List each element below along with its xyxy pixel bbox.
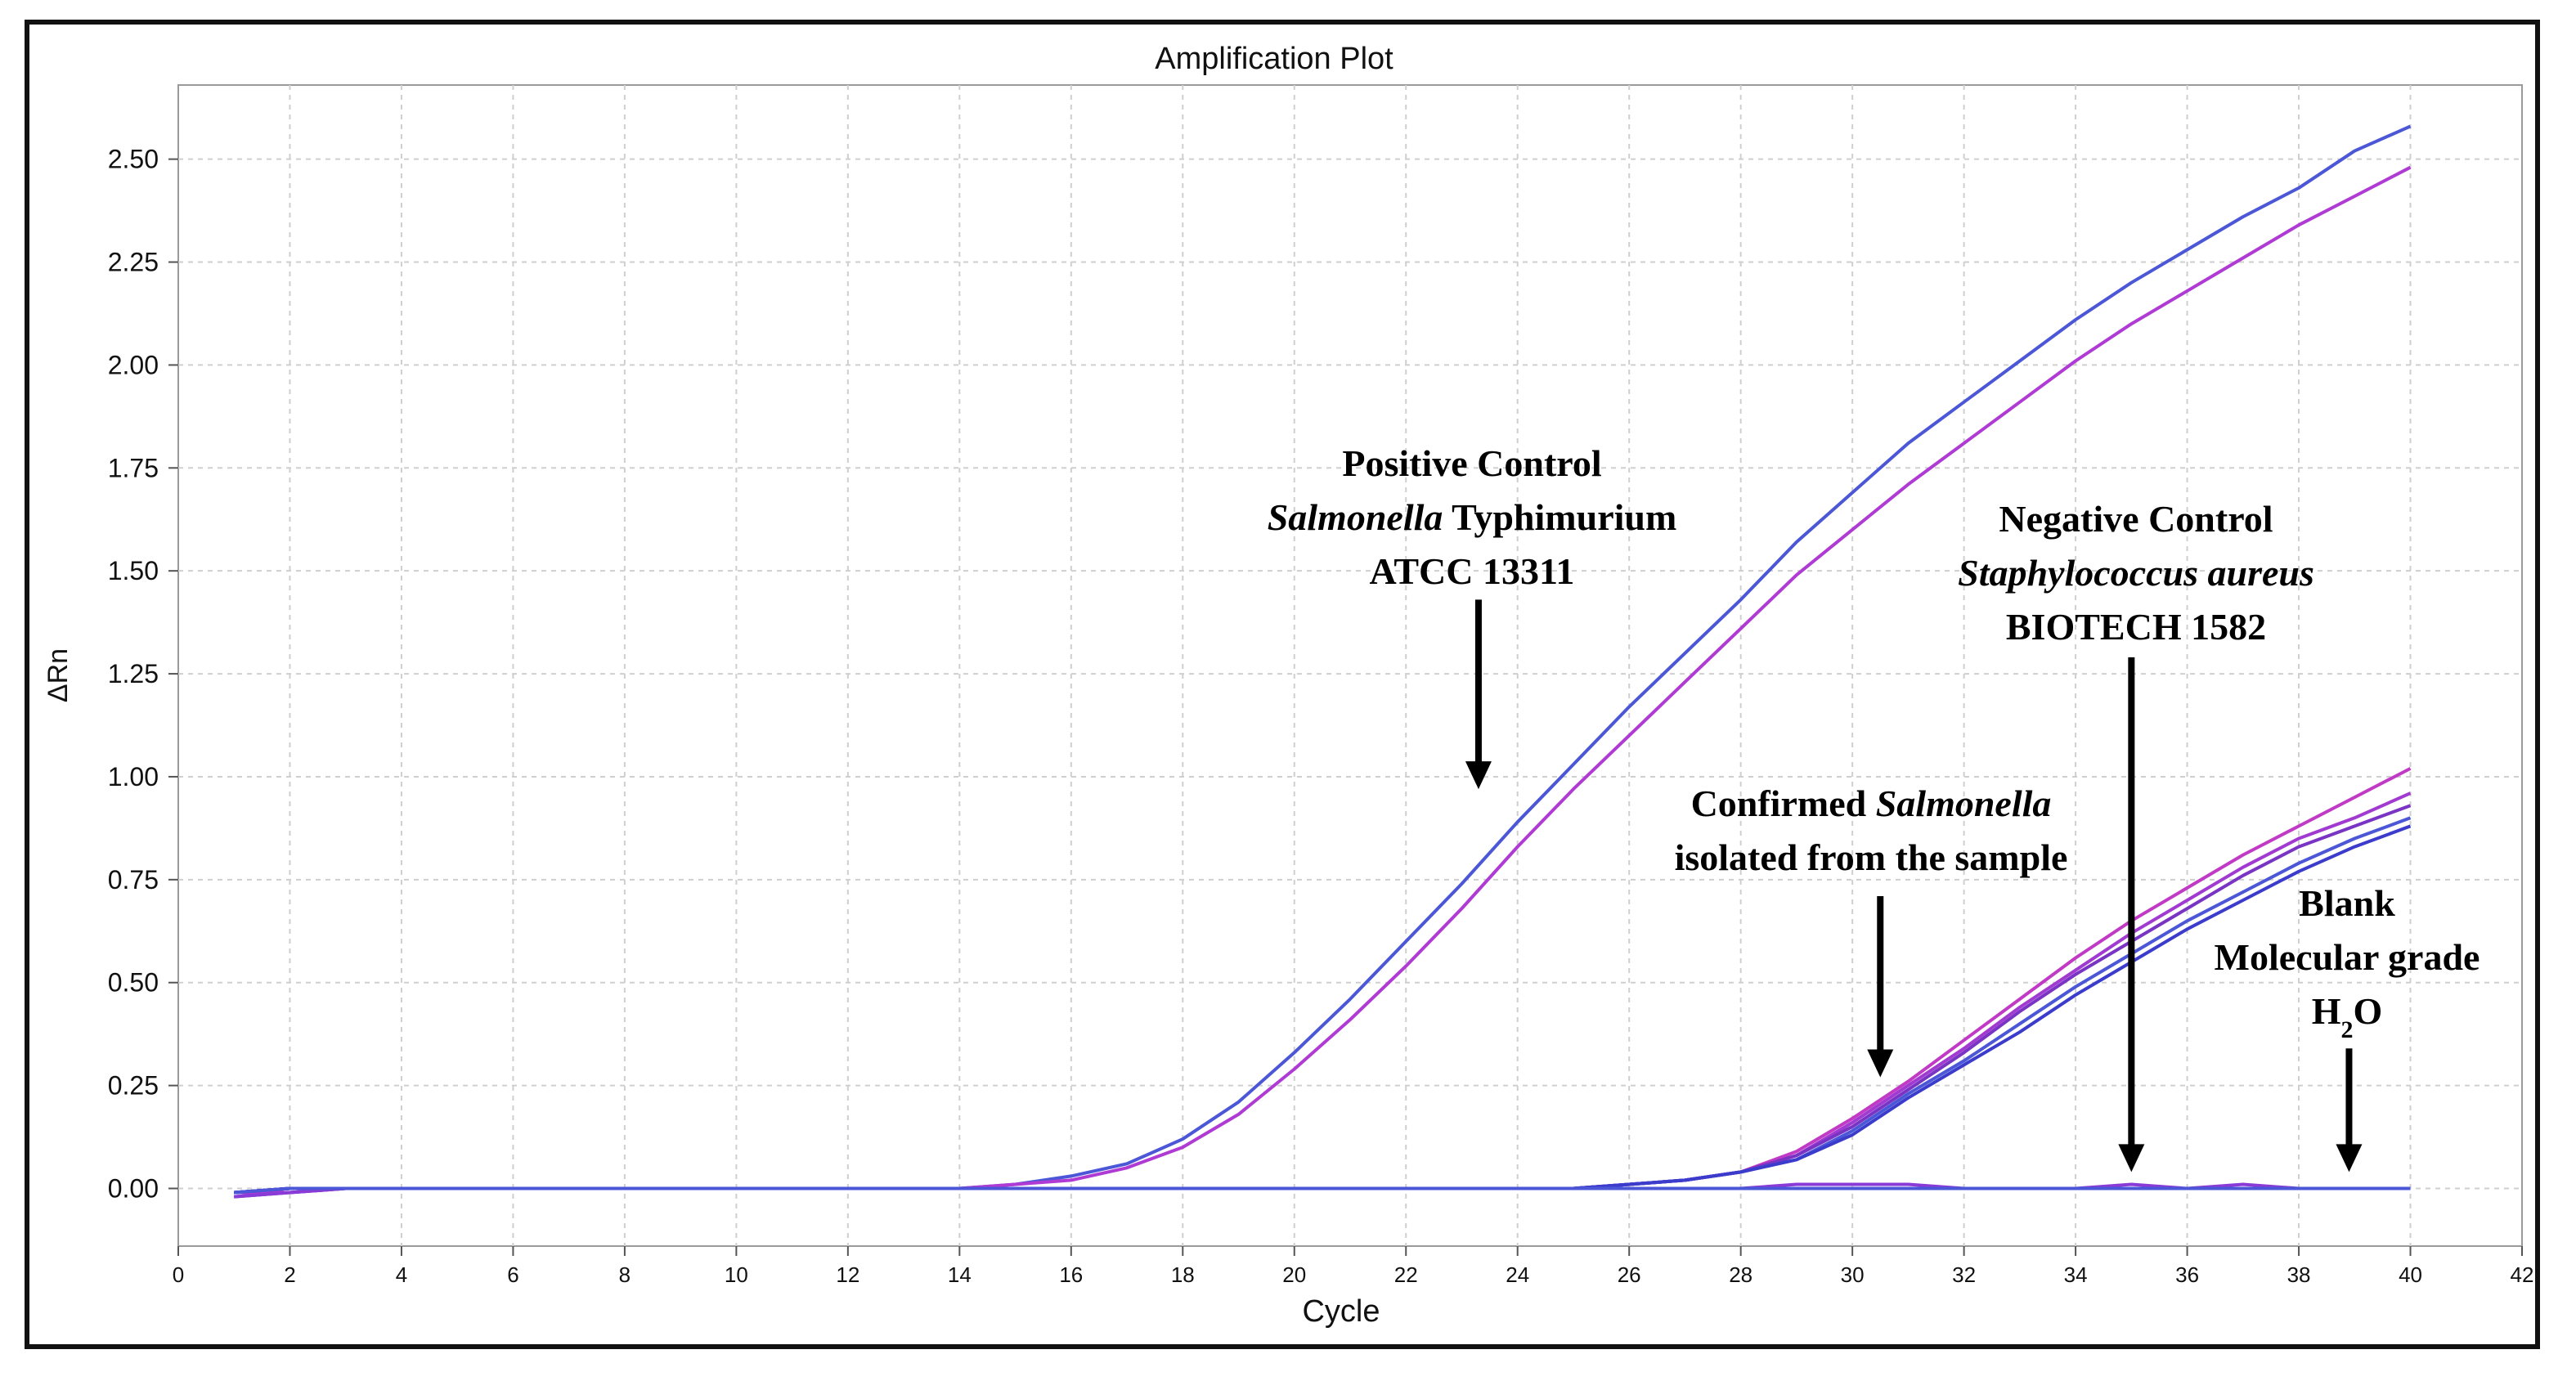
annotation-arrow-head <box>1465 761 1492 790</box>
annotation-line: Confirmed Salmonella <box>1691 782 2052 824</box>
y-tick-label: 0.25 <box>108 1071 159 1101</box>
annotation-text: Blank <box>2299 882 2395 924</box>
y-tick-label: 0.00 <box>108 1174 159 1204</box>
annotation-line: Staphylococcus aureus <box>1958 552 2314 594</box>
x-tick-label: 18 <box>1171 1262 1195 1287</box>
annotation-line: Salmonella Typhimurium <box>1268 496 1677 538</box>
y-tick-label: 0.75 <box>108 865 159 895</box>
annotation-positive-control: Positive Control Salmonella Typhimurium AT… <box>1268 442 1677 790</box>
x-tick-label: 8 <box>619 1262 631 1287</box>
x-tick-label: 34 <box>2064 1262 2088 1287</box>
x-tick-label: 2 <box>284 1262 295 1287</box>
y-tick-label: 2.00 <box>108 350 159 379</box>
annotation-text: H <box>2312 990 2341 1032</box>
y-tick-label: 0.50 <box>108 968 159 998</box>
y-tick-label: 2.25 <box>108 248 159 277</box>
annotation-text: ATCC 13311 <box>1370 550 1575 592</box>
x-tick-label: 38 <box>2287 1262 2311 1287</box>
annotation-arrow-head <box>1867 1049 1894 1078</box>
x-tick-label: 12 <box>836 1262 859 1287</box>
x-tick-label: 4 <box>396 1262 407 1287</box>
chart-title: Amplification Plot <box>1155 42 1393 76</box>
y-tick-label: 1.25 <box>108 659 159 688</box>
annotation-text: Negative Control <box>1999 498 2273 540</box>
annotation-text: Confirmed <box>1691 782 1876 824</box>
x-tick-label: 6 <box>507 1262 518 1287</box>
y-tick-label: 1.00 <box>108 762 159 791</box>
annotation-text: Typhimurium <box>1443 496 1676 538</box>
annotation-text: Positive Control <box>1342 442 1601 484</box>
annotation-line: isolated from the sample <box>1675 836 2068 878</box>
x-tick-label: 0 <box>173 1262 184 1287</box>
annotation-line: Blank <box>2299 882 2395 924</box>
annotation-confirmed-salmonella: Confirmed Salmonella isolated from the sa… <box>1675 782 2068 1078</box>
series-group <box>234 124 2412 1199</box>
annotation-text: isolated from the sample <box>1675 836 2068 878</box>
annotation-line: BIOTECH 1582 <box>2006 606 2266 648</box>
annotation-negative-control: Negative Control Staphylococcus aureus BIO… <box>1958 498 2314 1173</box>
x-tick-label: 14 <box>948 1262 972 1287</box>
x-tick-label: 20 <box>1282 1262 1306 1287</box>
y-axis-label: ΔRn <box>43 648 74 702</box>
y-tick-label: 2.50 <box>108 145 159 174</box>
annotation-text: 2 <box>2341 1016 2354 1043</box>
annotation-line: Molecular grade <box>2215 936 2480 978</box>
annotation-line: H2O <box>2312 990 2383 1043</box>
x-tick-label: 36 <box>2175 1262 2199 1287</box>
annotation-text: Salmonella <box>1268 496 1443 538</box>
annotation-text: Molecular grade <box>2215 936 2480 978</box>
x-axis-label: Cycle <box>1302 1294 1380 1329</box>
annotation-text: Salmonella <box>1876 782 2052 824</box>
annotation-arrow-head <box>2118 1144 2145 1173</box>
annotation-arrow-head <box>2336 1144 2363 1173</box>
x-tick-label: 28 <box>1729 1262 1752 1287</box>
y-tick-label: 1.50 <box>108 556 159 585</box>
x-tick-label: 16 <box>1059 1262 1083 1287</box>
annotations: Positive Control Salmonella Typhimurium AT… <box>1268 442 2480 1173</box>
annotation-line: ATCC 13311 <box>1370 550 1575 592</box>
x-tick-label: 24 <box>1506 1262 1529 1287</box>
annotation-text: O <box>2354 990 2383 1032</box>
x-tick-label: 22 <box>1394 1262 1418 1287</box>
x-axis: 0 2 4 6 8 10 12 14 16 18 20 22 24 26 28 30 32 34 36 38 40 42 <box>173 1246 2534 1287</box>
x-tick-label: 40 <box>2399 1262 2422 1287</box>
annotation-line: Positive Control <box>1342 442 1601 484</box>
x-tick-label: 26 <box>1618 1262 1641 1287</box>
series-line-blank <box>234 1186 2411 1195</box>
x-tick-label: 10 <box>725 1262 748 1287</box>
annotation-text: Staphylococcus aureus <box>1958 552 2314 594</box>
annotation-text: BIOTECH 1582 <box>2006 606 2266 648</box>
x-tick-label: 32 <box>1952 1262 1976 1287</box>
y-axis: 0.00 0.25 0.50 0.75 1.00 1.25 1.50 1.75 2.00 2.25… <box>108 145 178 1204</box>
annotation-line: Negative Control <box>1999 498 2273 540</box>
annotation-blank: Blank Molecular grade H2O <box>2215 882 2480 1173</box>
x-tick-label: 42 <box>2511 1262 2534 1287</box>
y-tick-label: 1.75 <box>108 453 159 482</box>
x-tick-label: 30 <box>1841 1262 1865 1287</box>
